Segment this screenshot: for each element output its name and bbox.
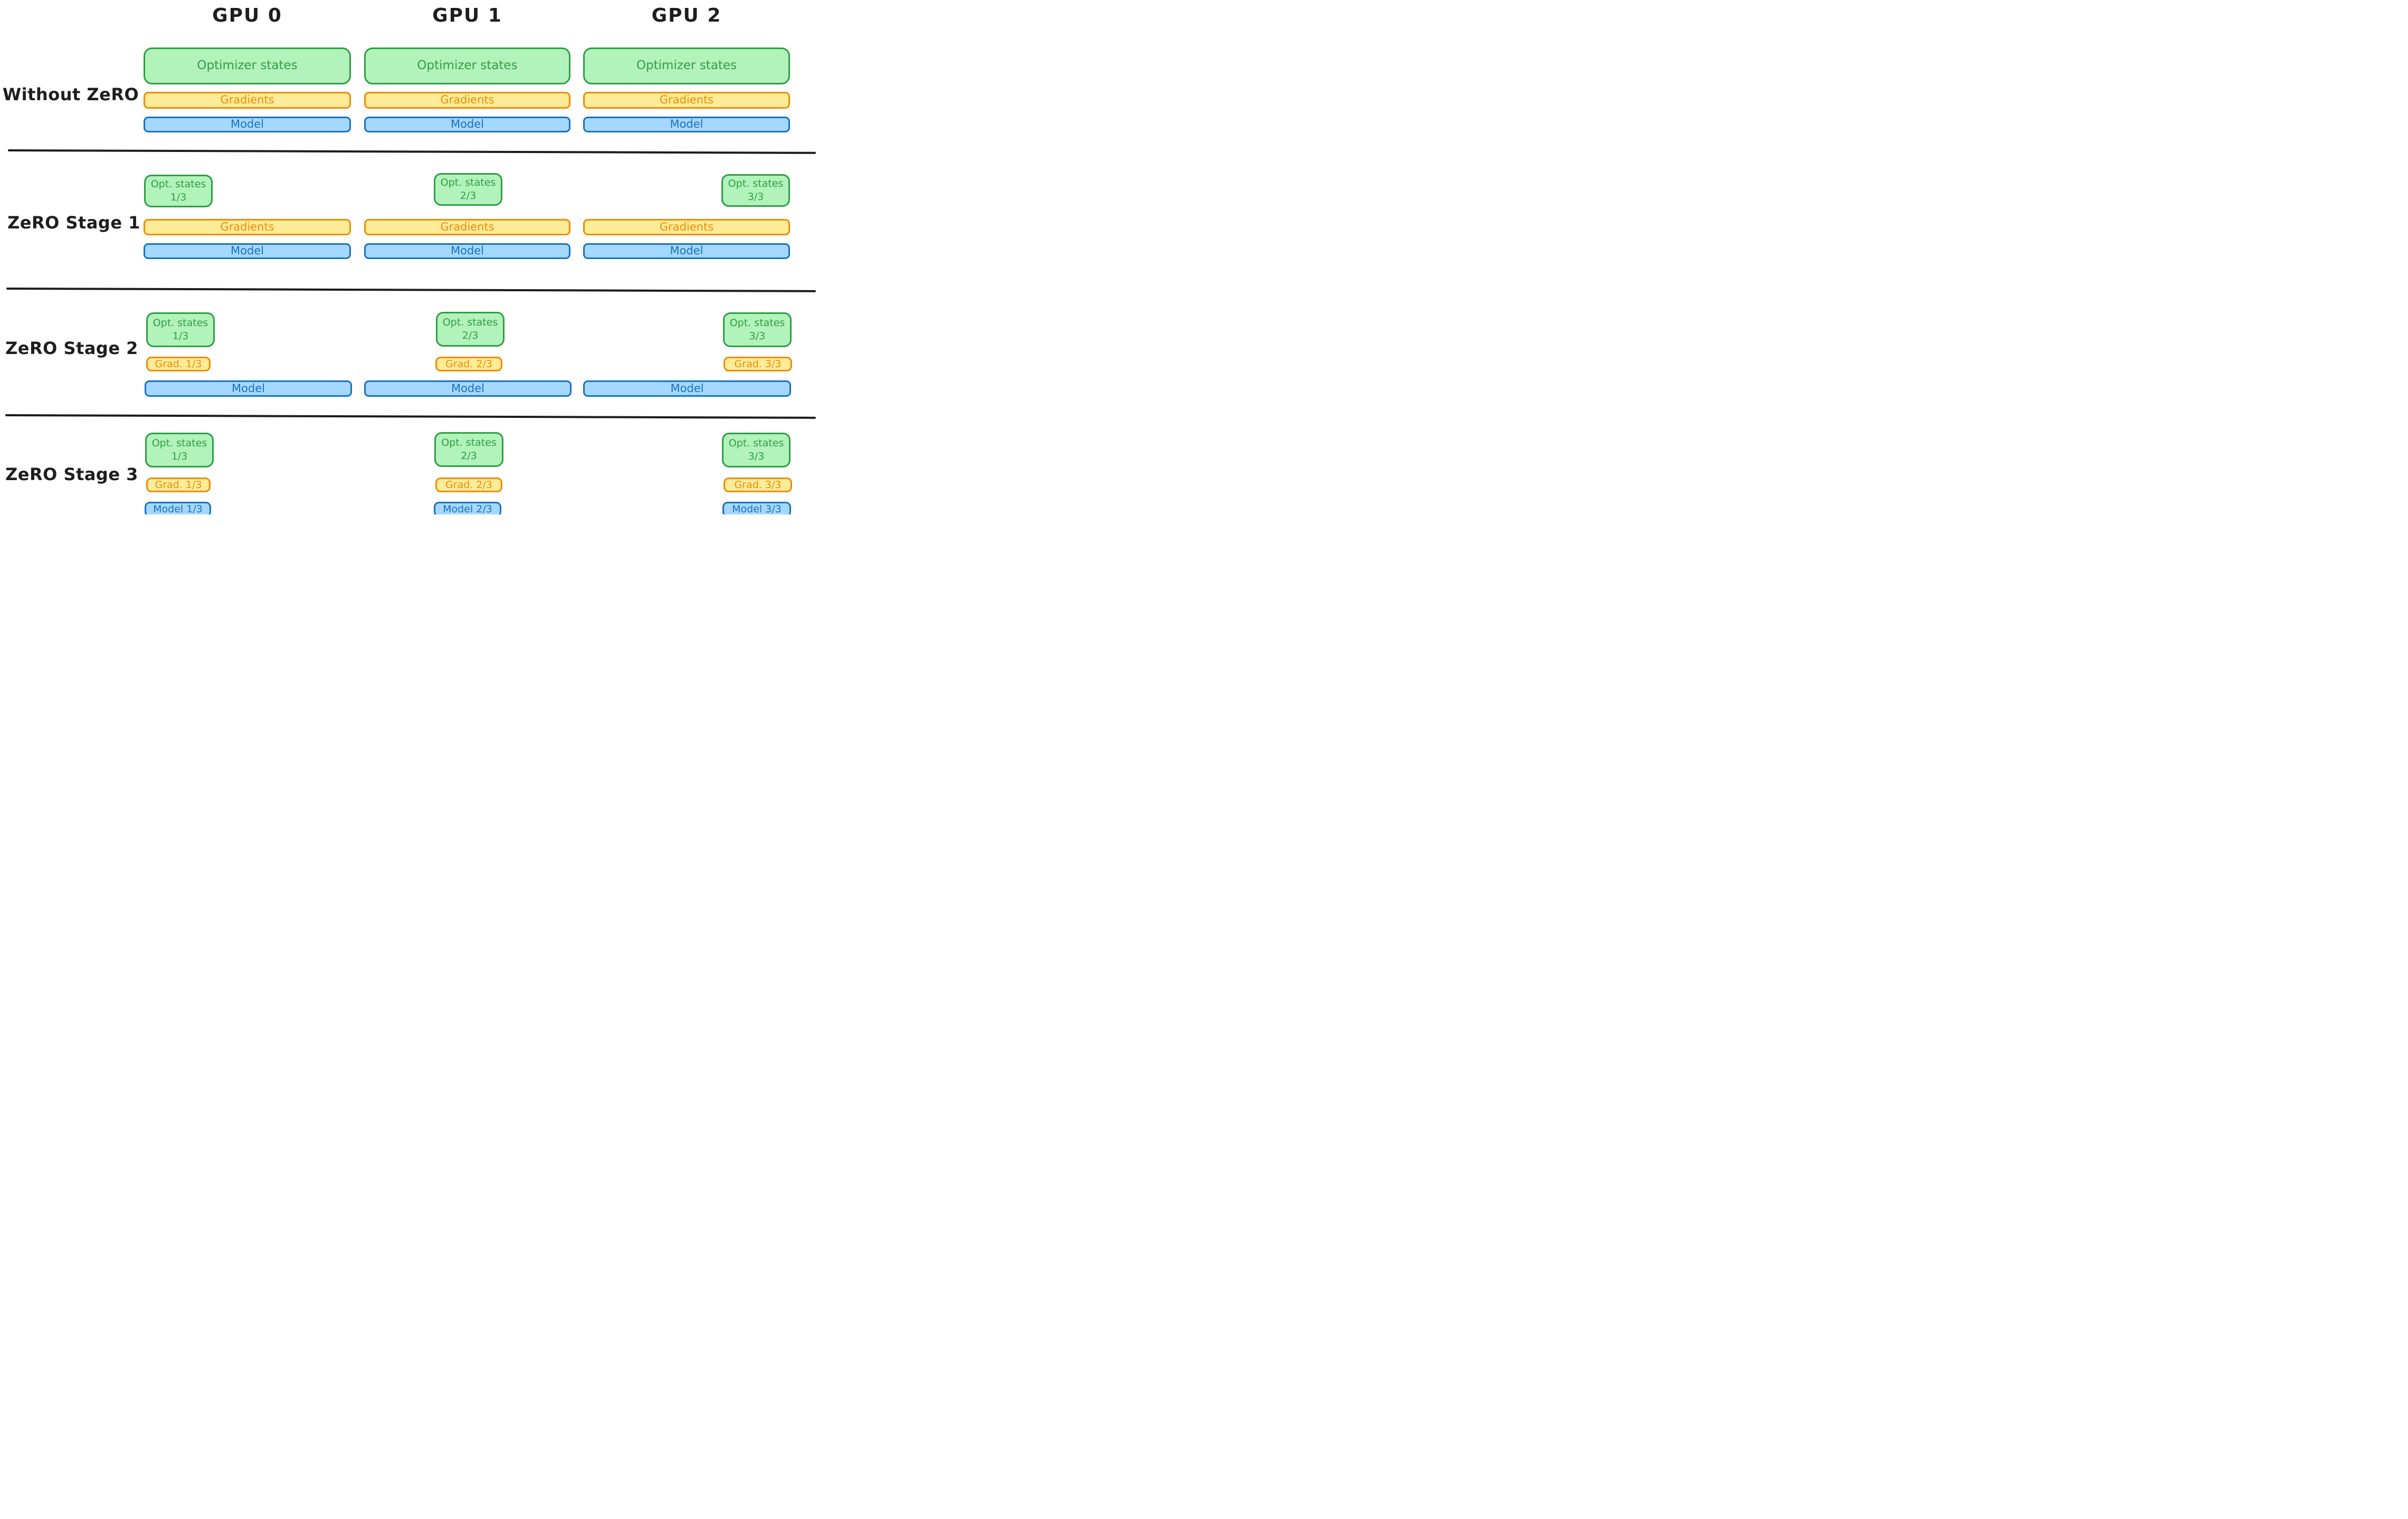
optimizer-states-box: Optimizer states <box>144 47 351 84</box>
column-header-gpu1: GPU 1 <box>432 4 502 26</box>
optimizer-states-shard-box: Opt. states 2/3 <box>434 432 503 467</box>
gradients-shard-box: Grad. 3/3 <box>724 477 792 492</box>
gradients-shard-box: Grad. 3/3 <box>724 357 792 371</box>
row-label-zero-stage-2: ZeRO Stage 2 <box>5 338 138 358</box>
model-shard-box: Model 2/3 <box>434 502 501 514</box>
optimizer-states-shard-box: Opt. states 3/3 <box>723 312 792 347</box>
row-label-zero-stage-1: ZeRO Stage 1 <box>7 213 140 233</box>
gradients-shard-box: Grad. 1/3 <box>146 357 211 371</box>
gradients-shard-box: Grad. 2/3 <box>435 357 502 371</box>
optimizer-states-box: Optimizer states <box>364 47 570 84</box>
model-box: Model <box>364 117 570 132</box>
optimizer-states-shard-box: Opt. states 2/3 <box>434 173 502 206</box>
model-shard-box: Model 3/3 <box>722 502 791 514</box>
optimizer-states-shard-box: Opt. states 3/3 <box>722 433 791 467</box>
model-box: Model <box>364 243 570 259</box>
model-box: Model <box>583 117 790 132</box>
model-box: Model <box>583 380 791 397</box>
gradients-box: Gradients <box>583 92 790 109</box>
gradients-box: Gradients <box>364 219 570 235</box>
row-label-zero-stage-3: ZeRO Stage 3 <box>5 464 138 484</box>
model-box: Model <box>144 117 351 132</box>
row-separator <box>7 149 816 154</box>
gradients-box: Gradients <box>583 219 790 235</box>
optimizer-states-shard-box: Opt. states 1/3 <box>146 312 215 347</box>
row-label-without-zero: Without ZeRO <box>2 84 139 104</box>
gradients-box: Gradients <box>144 219 351 235</box>
gradients-shard-box: Grad. 1/3 <box>146 477 211 492</box>
model-shard-box: Model 1/3 <box>145 502 211 514</box>
gradients-box: Gradients <box>364 92 570 109</box>
model-box: Model <box>144 243 351 259</box>
zero-stages-diagram: GPU 0 GPU 1 GPU 2 Without ZeRO ZeRO Stag… <box>0 0 816 514</box>
optimizer-states-shard-box: Opt. states 2/3 <box>436 312 505 347</box>
optimizer-states-shard-box: Opt. states 3/3 <box>721 174 790 207</box>
gradients-shard-box: Grad. 2/3 <box>435 477 502 492</box>
model-box: Model <box>145 380 352 397</box>
optimizer-states-box: Optimizer states <box>583 47 790 84</box>
row-separator <box>6 288 816 292</box>
row-separator <box>5 414 816 419</box>
model-box: Model <box>364 380 572 397</box>
optimizer-states-shard-box: Opt. states 1/3 <box>144 175 213 207</box>
model-box: Model <box>583 243 790 259</box>
column-header-gpu2: GPU 2 <box>651 4 722 26</box>
optimizer-states-shard-box: Opt. states 1/3 <box>145 433 214 467</box>
gradients-box: Gradients <box>144 92 351 109</box>
column-header-gpu0: GPU 0 <box>212 4 282 26</box>
